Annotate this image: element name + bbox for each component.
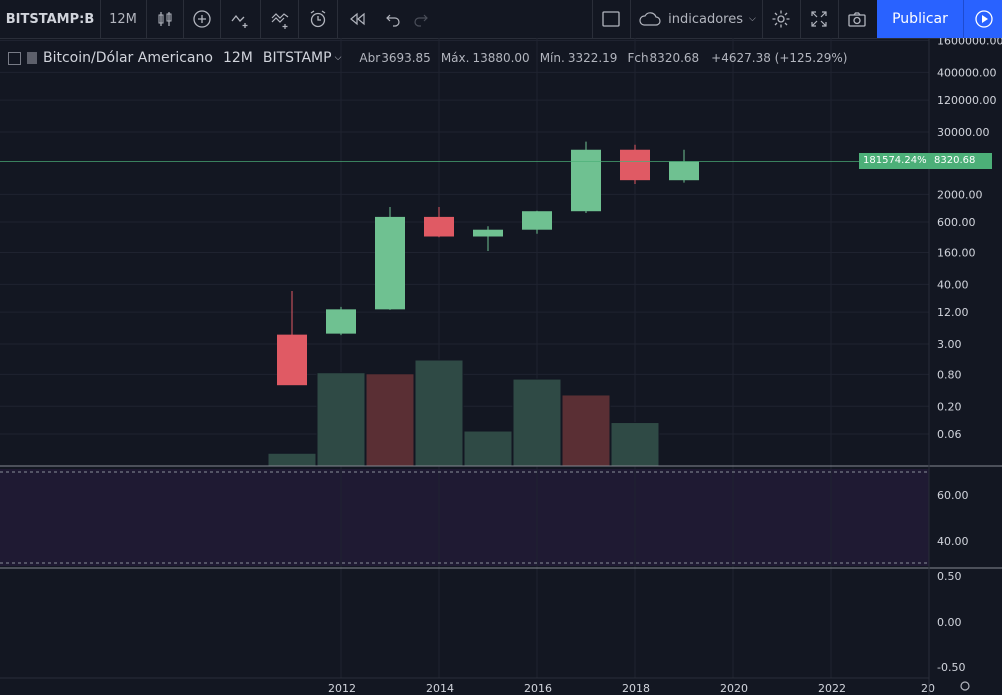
oscillator-tick-label: 0.50 [937,570,962,583]
volume-bar [365,373,415,467]
toolbar-divider [100,0,101,38]
toolbar-divider [762,0,763,38]
price-tick-label: 12.00 [937,306,969,319]
toolbar-divider [183,0,184,38]
candle-body[interactable] [375,216,405,310]
toolbar-divider [337,0,338,38]
percent-tag: 181574.24% [859,153,931,169]
toolbar-divider [800,0,801,38]
toolbar-divider [838,0,839,38]
time-tick-label: 2022 [818,682,846,695]
change-value: +4627.38 (+125.29%) [711,51,848,65]
volume-bar [610,422,660,467]
low-label: Mín. [539,51,565,65]
oscillator-tick-label: 60.00 [937,489,969,502]
close-value: 8320.68 [649,51,700,65]
time-tick-label: 2014 [426,682,454,695]
legend-interval: 12M [222,50,253,66]
expand-legend-icon[interactable] [8,51,21,65]
redo-icon[interactable] [403,0,439,38]
price-tick-label: 30000.00 [937,126,990,139]
volume-bar [512,378,562,467]
legend-exchange: BITSTAMP [262,50,332,66]
price-tick-label: 1600000.00 [937,38,1002,47]
replay-icon[interactable] [339,0,375,38]
time-tick-label: 2018 [622,682,650,695]
price-tick-label: 600.00 [937,216,976,229]
toolbar-divider [146,0,147,38]
price-tick-label: 400000.00 [937,66,997,79]
publish-button[interactable]: Publicar [877,0,963,38]
add-compare-icon[interactable] [184,0,220,38]
volume-bar [414,359,464,467]
open-value: 3693.85 [381,51,431,65]
time-tick-label: 2016 [524,682,552,695]
volume-bar [267,452,317,467]
oscillator-tick-label: -0.50 [937,661,965,674]
interval-button[interactable]: 12M [109,11,137,27]
price-tick-label: 160.00 [937,246,976,259]
price-tick-label: 0.06 [937,428,962,441]
indicators-icon[interactable] [222,0,258,38]
candle-body[interactable] [571,149,601,212]
candle-body[interactable] [424,216,454,237]
toolbar-divider [260,0,261,38]
candle-body[interactable] [620,149,650,181]
cloud-icon [639,12,661,26]
candle-body[interactable] [326,309,356,334]
symbol-title[interactable]: Bitcoin/Dólar Americano [43,50,213,66]
indicators-label: indicadores [668,11,744,27]
indicators-dropdown[interactable]: indicadores ⌵ [632,0,762,38]
close-label: Fch [627,51,649,65]
oscillator-tick-label: 40.00 [937,535,969,548]
price-tick-label: 0.20 [937,400,962,413]
candle-body[interactable] [473,229,503,237]
time-tick-label: 2012 [328,682,356,695]
price-tick-label: 3.00 [937,338,962,351]
high-value: 13880.00 [472,51,530,65]
candle-body[interactable] [669,161,699,181]
oscillator-tick-label: 0.00 [937,616,962,629]
time-tick-label: 20 [921,682,935,695]
price-tick-label: 120000.00 [937,94,997,107]
open-label: Abr [359,51,381,65]
flag-icon[interactable] [27,52,37,64]
current-price-tag: 8320.68 [930,153,992,169]
top-toolbar: BITSTAMP:B 12M indicadores ⌵ [0,0,1002,39]
chart-legend: Bitcoin/Dólar Americano 12M BITSTAMP ⌵ A… [8,46,847,70]
fullscreen-icon[interactable] [801,0,837,38]
volume-bar [316,372,366,467]
toolbar-divider [220,0,221,38]
snapshot-icon[interactable] [839,0,875,38]
volume-bar [463,430,513,467]
alert-icon[interactable] [300,0,336,38]
rsi-band [0,469,929,566]
chevron-down-icon[interactable]: ⌵ [334,53,342,63]
volume-bar [561,394,611,467]
undo-icon[interactable] [375,0,411,38]
price-tick-label: 0.80 [937,368,962,381]
low-value: 3322.19 [567,51,618,65]
toolbar-divider [630,0,631,38]
price-tick-label: 40.00 [937,278,969,291]
chevron-down-icon: ⌵ [749,14,756,24]
candle-body[interactable] [522,211,552,230]
layout-icon[interactable] [593,0,629,38]
settings-icon[interactable] [763,0,799,38]
candle-body[interactable] [277,334,307,386]
symbol-search-button[interactable]: BITSTAMP:B [5,11,95,27]
toolbar-divider [298,0,299,38]
high-label: Máx. [440,51,470,65]
candles-icon[interactable] [147,0,183,38]
toolbar-divider [592,0,593,38]
axis-settings-icon[interactable] [960,681,970,691]
templates-icon[interactable] [262,0,298,38]
time-tick-label: 2020 [720,682,748,695]
chart-canvas[interactable]: 1600000.00 400000.00 120000.00 30000.00 2000… [0,38,1002,695]
price-tick-label: 2000.00 [937,188,983,201]
play-icon[interactable] [963,0,1002,38]
